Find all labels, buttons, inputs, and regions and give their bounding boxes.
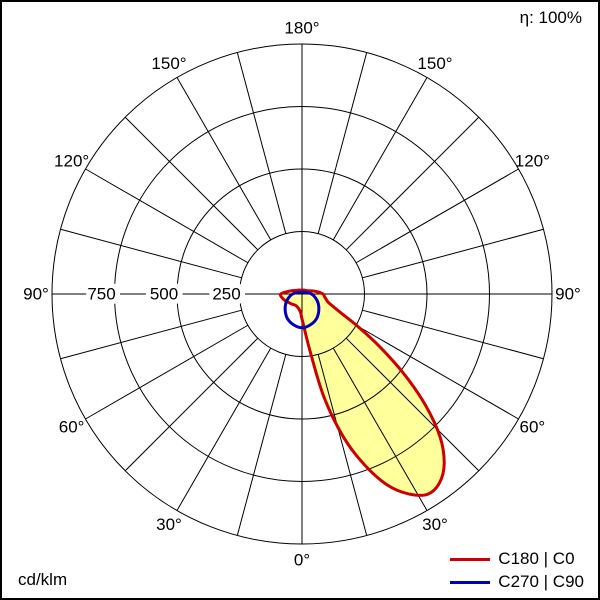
beam-fill-0 [280,290,445,496]
ring-label: 750 [87,285,115,304]
legend: C180 | C0 C270 | C90 [450,549,584,592]
blue-curve-swatch [450,580,491,584]
angle-label: 120° [515,152,550,171]
light-output-ratio-label: η: 100% [519,8,582,27]
legend-label-c180-c0: C180 | C0 [498,549,575,568]
angle-label: 90° [23,285,49,304]
grid-spoke [355,324,519,420]
red-curve-swatch [450,557,491,561]
grid-spoke [345,116,480,251]
angle-label: 30° [422,515,448,534]
unit-label: cd/klm [18,570,68,589]
grid-spoke [176,347,272,511]
angle-label: 120° [54,152,89,171]
intensity-curves [278,288,446,497]
angle-label: 60° [520,418,546,437]
intensity-curve-0 [278,288,446,497]
grid-spoke [236,354,287,536]
ring-label: 500 [150,285,178,304]
polar-grid [51,43,553,545]
grid-spoke [60,309,242,360]
beam-fill-layer [280,290,445,496]
intensity-curve-1 [283,290,321,330]
angle-label: 60° [59,418,85,437]
grid-spoke [317,354,368,536]
ring-value-labels: 250 500 750 [82,280,245,309]
ring-label: 250 [212,285,240,304]
grid-spoke [362,309,544,360]
grid-spoke [85,324,249,420]
angle-labels: 0° 30° 30° 60° 60° 90° 90° 120° 120° 150° 150° 180° [23,19,581,570]
grid-spoke [176,77,272,241]
grid-spoke [60,228,242,279]
legend-item-c270-c90: C270 | C90 [450,572,584,592]
grid-spoke [362,228,544,279]
legend-label-c270-c90: C270 | C90 [498,572,584,591]
angle-label: 180° [284,19,319,38]
angle-label: 30° [156,515,182,534]
legend-item-c180-c0: C180 | C0 [450,549,575,569]
grid-spoke [85,168,249,264]
grid-spoke [317,52,368,234]
grid-spoke [355,168,519,264]
angle-label: 150° [151,54,186,73]
angle-label: 0° [294,551,310,570]
angle-label: 150° [417,54,452,73]
grid-spoke [345,337,480,472]
grid-spoke [124,337,259,472]
grid-spoke [236,52,287,234]
angle-label: 90° [555,285,581,304]
grid-spoke [332,347,428,511]
grid-spoke [124,116,259,251]
grid-spoke [332,77,428,241]
